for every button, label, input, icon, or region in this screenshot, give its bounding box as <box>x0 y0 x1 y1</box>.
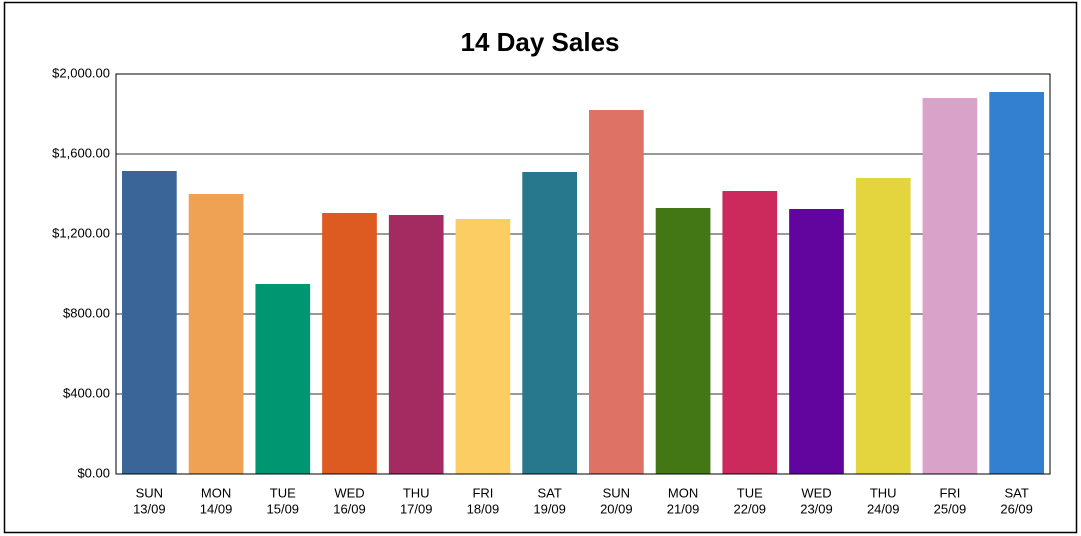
x-tick-label: THU <box>870 485 897 500</box>
bar <box>922 98 978 474</box>
x-tick-label: 18/09 <box>467 501 500 516</box>
bar <box>722 191 778 474</box>
bar <box>522 172 577 474</box>
x-tick-label: 25/09 <box>934 501 967 516</box>
x-tick-label: 14/09 <box>200 501 233 516</box>
y-tick-label: $800.00 <box>63 305 110 320</box>
bar <box>455 219 511 474</box>
bar <box>188 194 244 474</box>
x-tick-label: WED <box>334 485 364 500</box>
y-tick-label: $1,600.00 <box>52 145 110 160</box>
bar <box>855 178 911 474</box>
bar <box>122 171 177 474</box>
x-tick-label: SAT <box>537 485 561 500</box>
x-tick-label: 20/09 <box>600 501 633 516</box>
y-tick-label: $0.00 <box>77 465 110 480</box>
x-tick-label: 17/09 <box>400 501 433 516</box>
x-tick-label: TUE <box>270 485 296 500</box>
x-tick-label: 23/09 <box>800 501 833 516</box>
x-tick-label: FRI <box>939 485 960 500</box>
bar <box>789 209 844 474</box>
chart-title: 14 Day Sales <box>460 27 619 57</box>
x-tick-label: 21/09 <box>667 501 700 516</box>
bar <box>388 215 444 474</box>
bar <box>589 110 644 474</box>
y-tick-label: $2,000.00 <box>52 65 110 80</box>
x-tick-label: MON <box>201 485 231 500</box>
x-tick-label: WED <box>801 485 831 500</box>
x-tick-label: THU <box>403 485 430 500</box>
x-tick-label: 22/09 <box>734 501 767 516</box>
x-tick-label: SUN <box>136 485 163 500</box>
bar <box>655 208 711 474</box>
x-tick-label: 16/09 <box>333 501 366 516</box>
plot-frame <box>115 73 1051 475</box>
x-tick-label: SAT <box>1004 485 1028 500</box>
bar <box>255 284 311 474</box>
x-tick-label: TUE <box>737 485 763 500</box>
bar <box>989 92 1044 474</box>
bar <box>322 213 377 474</box>
y-tick-label: $400.00 <box>63 385 110 400</box>
x-tick-label: MON <box>668 485 698 500</box>
x-tick-label: 26/09 <box>1000 501 1033 516</box>
x-tick-label: 19/09 <box>533 501 566 516</box>
x-tick-label: SUN <box>603 485 630 500</box>
x-tick-label: 15/09 <box>267 501 300 516</box>
y-tick-label: $1,200.00 <box>52 225 110 240</box>
x-tick-label: 24/09 <box>867 501 900 516</box>
x-tick-label: FRI <box>472 485 493 500</box>
x-tick-label: 13/09 <box>133 501 166 516</box>
